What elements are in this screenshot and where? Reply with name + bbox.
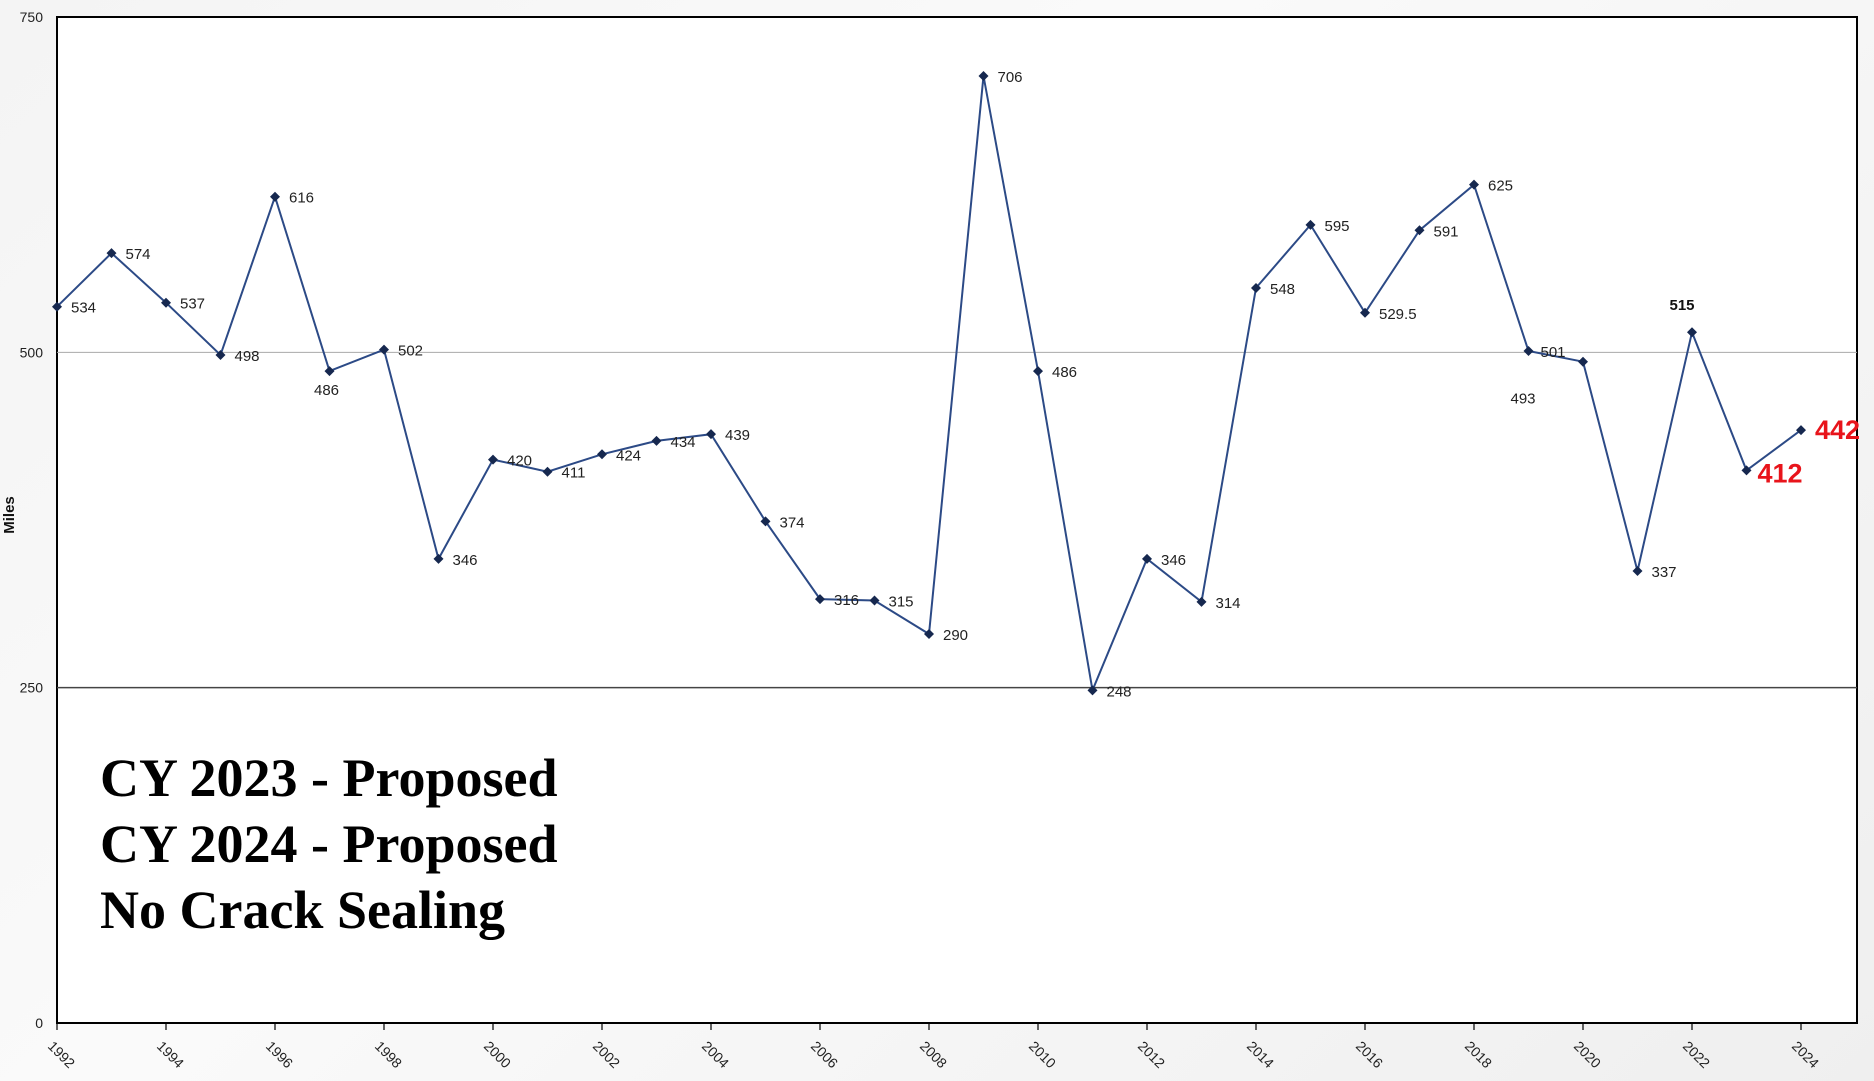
x-tick-label: 2012 — [1135, 1038, 1168, 1071]
data-label: 502 — [398, 343, 423, 360]
x-tick-label: 2004 — [699, 1038, 732, 1071]
y-tick-label: 500 — [20, 344, 44, 360]
data-point — [488, 454, 498, 465]
data-label: 424 — [616, 447, 641, 464]
data-point — [542, 466, 553, 477]
x-tick-label: 1992 — [45, 1038, 78, 1071]
data-label: 346 — [453, 552, 478, 569]
annotation-line: CY 2024 - Proposed — [100, 814, 558, 874]
data-point — [597, 449, 607, 460]
x-tick-label: 2006 — [808, 1038, 841, 1071]
x-tick-label: 1994 — [154, 1038, 187, 1071]
data-label: 314 — [1216, 595, 1241, 612]
data-label: 534 — [71, 300, 96, 317]
annotation-line: No Crack Sealing — [100, 880, 505, 940]
data-label: 498 — [235, 348, 260, 365]
data-point — [1087, 685, 1098, 696]
data-label: 486 — [314, 382, 339, 399]
data-label: 442 — [1815, 415, 1860, 445]
y-tick-label: 0 — [35, 1015, 43, 1031]
x-tick-label: 2022 — [1680, 1038, 1713, 1071]
data-point — [1196, 596, 1207, 607]
data-label: 515 — [1669, 297, 1694, 314]
data-point — [924, 629, 934, 640]
data-label: 346 — [1161, 552, 1186, 569]
data-point — [161, 297, 171, 308]
data-label: 337 — [1652, 564, 1677, 581]
data-markers — [52, 71, 1806, 696]
data-label: 248 — [1107, 683, 1132, 700]
data-point — [1796, 425, 1806, 436]
data-label: 412 — [1758, 458, 1803, 488]
data-point — [1360, 307, 1370, 318]
data-point — [1142, 553, 1152, 564]
annotation-block: CY 2023 - Proposed CY 2024 - Proposed No… — [100, 748, 558, 940]
data-label: 493 — [1510, 391, 1535, 408]
data-point — [1251, 282, 1261, 293]
data-point — [1632, 565, 1643, 576]
data-label: 315 — [889, 593, 914, 610]
y-axis-ticks: 0 250 500 750 — [20, 9, 44, 1031]
x-axis-ticks: 1992 1994 1996 1998 2000 2002 2004 2006 2008 2010… — [45, 1023, 1822, 1071]
x-tick-label: 2024 — [1789, 1038, 1822, 1071]
data-point — [1033, 366, 1043, 377]
data-point — [1578, 356, 1588, 367]
data-label: 501 — [1541, 344, 1566, 361]
data-point — [1414, 225, 1425, 236]
data-label: 616 — [289, 190, 314, 207]
data-label: 374 — [780, 514, 805, 531]
data-point — [815, 594, 825, 605]
data-point — [978, 71, 989, 82]
data-label: 420 — [507, 453, 532, 470]
x-tick-label: 2000 — [481, 1038, 514, 1071]
data-label: 434 — [671, 434, 696, 451]
data-point — [215, 350, 226, 361]
x-tick-label: 2008 — [917, 1038, 950, 1071]
x-tick-label: 1998 — [372, 1038, 405, 1071]
data-label: 439 — [725, 427, 750, 444]
data-point — [324, 366, 335, 377]
data-point — [379, 344, 389, 355]
data-point — [651, 435, 662, 446]
y-tick-label: 750 — [20, 9, 44, 25]
data-label: 529.5 — [1379, 306, 1417, 323]
data-point — [1687, 327, 1697, 338]
data-label: 537 — [180, 296, 205, 313]
data-label: 290 — [943, 627, 968, 644]
x-tick-label: 2014 — [1244, 1038, 1277, 1071]
y-axis-label: Miles — [1, 496, 18, 534]
data-point — [869, 595, 880, 606]
data-point — [706, 429, 716, 440]
data-label: 706 — [998, 69, 1023, 86]
data-point — [270, 191, 280, 202]
x-tick-label: 2010 — [1026, 1038, 1059, 1071]
data-label: 548 — [1270, 281, 1295, 298]
data-label: 486 — [1052, 364, 1077, 381]
y-tick-label: 250 — [20, 680, 44, 696]
data-label: 316 — [834, 592, 859, 609]
plot-area — [56, 16, 1858, 1024]
data-labels: 534 574 537 498 616 486 502 346 420 411 424 434 439 3… — [71, 69, 1860, 700]
annotation-line: CY 2023 - Proposed — [100, 748, 558, 808]
data-point — [1741, 465, 1752, 476]
x-tick-label: 1996 — [263, 1038, 296, 1071]
x-tick-label: 2016 — [1353, 1038, 1386, 1071]
data-point — [1469, 179, 1479, 190]
x-tick-label: 2020 — [1571, 1038, 1604, 1071]
data-label: 574 — [126, 246, 151, 263]
data-point — [433, 553, 444, 564]
x-tick-label: 2018 — [1462, 1038, 1495, 1071]
data-label: 595 — [1325, 218, 1350, 235]
data-point — [760, 516, 771, 527]
data-point — [52, 301, 62, 312]
data-label: 411 — [562, 465, 586, 482]
data-label: 591 — [1434, 223, 1459, 240]
x-tick-label: 2002 — [590, 1038, 623, 1071]
data-point — [1305, 219, 1316, 230]
data-label: 625 — [1488, 178, 1513, 195]
data-point — [106, 248, 117, 259]
data-point — [1523, 345, 1534, 356]
